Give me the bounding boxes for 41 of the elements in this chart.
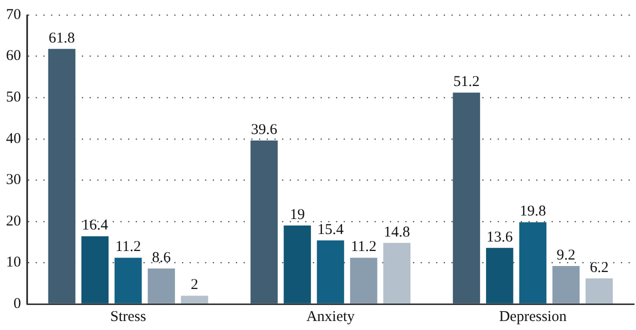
y-tick-label: 40	[6, 130, 21, 147]
data-label: 13.6	[486, 229, 514, 246]
bar	[180, 296, 208, 304]
data-label: 14.8	[384, 224, 410, 240]
bar	[148, 268, 175, 304]
bar	[81, 236, 109, 304]
data-label: 11.2	[115, 239, 142, 256]
bar	[114, 258, 142, 304]
bar	[48, 48, 76, 304]
y-tick-label: 0	[14, 296, 21, 312]
y-tick-label: 50	[6, 90, 21, 106]
data-label: 39.6	[251, 122, 278, 138]
data-label: 19.8	[520, 204, 546, 220]
data-label: 61.8	[48, 30, 75, 46]
x-tick-label: Anxiety	[306, 308, 356, 325]
data-label: 16.4	[82, 218, 109, 234]
bar	[250, 140, 278, 304]
x-tick-label: Stress	[110, 308, 146, 325]
bar	[350, 258, 378, 304]
bar	[383, 242, 410, 304]
bar	[486, 248, 514, 304]
bar	[316, 240, 344, 304]
data-label: 9.2	[556, 247, 576, 264]
bar	[519, 222, 546, 304]
y-tick-label: 10	[6, 254, 21, 271]
data-label: 6.2	[590, 260, 609, 276]
data-label: 15.4	[317, 222, 344, 238]
data-label: 2	[190, 277, 198, 294]
data-label: 19	[290, 206, 305, 223]
x-tick-label: Depression	[499, 308, 568, 325]
bar	[586, 278, 613, 304]
bar	[284, 226, 311, 304]
y-tick-label: 30	[6, 172, 21, 188]
data-label: 51.2	[453, 74, 480, 90]
data-label: 11.2	[350, 239, 377, 256]
data-label: 8.6	[152, 250, 172, 266]
y-tick-label: 60	[6, 48, 21, 64]
y-tick-label: 70	[6, 6, 21, 23]
y-tick-label: 20	[6, 213, 21, 230]
bar	[452, 92, 480, 304]
bar	[552, 266, 580, 304]
